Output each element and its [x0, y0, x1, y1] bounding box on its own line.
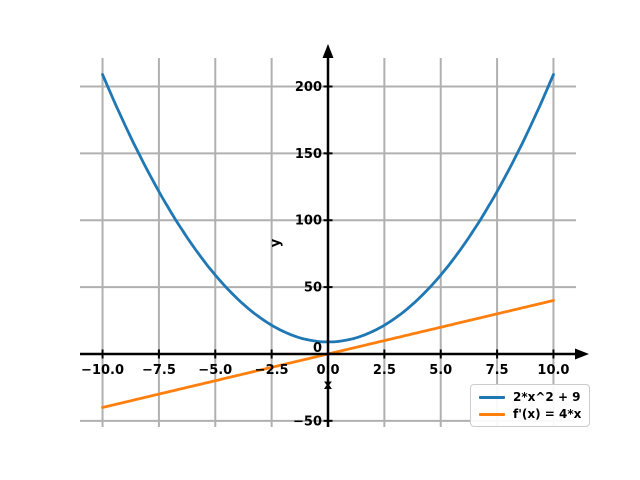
- svg-text:100: 100: [295, 214, 322, 229]
- svg-text:−10.0: −10.0: [81, 363, 124, 378]
- svg-text:7.5: 7.5: [486, 363, 509, 378]
- legend-line-sample-parabola: [479, 395, 505, 399]
- x-axis-label: x: [323, 378, 333, 393]
- legend-entry-derivative: f'(x) = 4*x: [479, 407, 581, 421]
- svg-text:−2.5: −2.5: [255, 363, 289, 378]
- svg-text:200: 200: [295, 80, 322, 95]
- legend-line-sample-derivative: [479, 412, 505, 416]
- svg-text:0: 0: [313, 341, 322, 356]
- legend-label-derivative: f'(x) = 4*x: [513, 407, 582, 421]
- svg-text:5.0: 5.0: [429, 363, 452, 378]
- legend-label-parabola: 2*x^2 + 9: [513, 390, 581, 404]
- svg-text:2.5: 2.5: [373, 363, 396, 378]
- svg-text:−7.5: −7.5: [142, 363, 176, 378]
- y-axis-label: y: [268, 238, 284, 248]
- legend: 2*x^2 + 9 f'(x) = 4*x: [470, 384, 591, 427]
- svg-text:−50: −50: [293, 414, 322, 429]
- svg-text:50: 50: [304, 281, 322, 296]
- svg-text:−5.0: −5.0: [198, 363, 232, 378]
- legend-entry-parabola: 2*x^2 + 9: [479, 390, 581, 404]
- svg-text:10.0: 10.0: [537, 363, 569, 378]
- svg-text:150: 150: [295, 147, 322, 162]
